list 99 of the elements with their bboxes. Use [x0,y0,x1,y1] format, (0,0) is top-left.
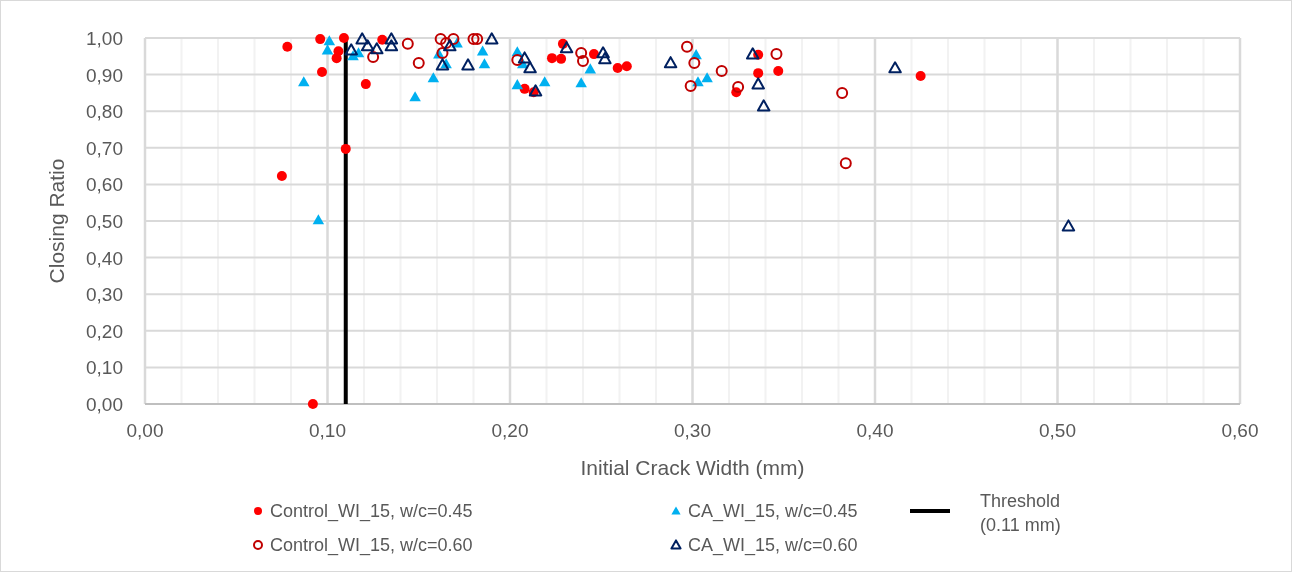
y-tick-label: 0,60 [86,174,123,196]
point [745,47,760,60]
point [528,84,543,97]
point [888,61,902,74]
point [751,77,765,90]
y-tick-label: 0,50 [86,211,123,232]
y-tick-label: 0,30 [86,284,123,306]
point [559,41,574,54]
point [663,56,678,69]
y-tick-label: 1,00 [86,28,123,49]
point [915,71,926,82]
point [298,76,310,87]
point [427,72,440,83]
point [338,33,349,43]
point [440,37,453,50]
point [1061,219,1076,232]
x-tick-label: 0,20 [491,420,529,441]
point [575,77,587,88]
x-tick-label: 0,40 [856,420,894,441]
point [523,61,537,74]
point [577,55,589,68]
point [384,39,399,52]
point [621,61,632,72]
point [370,42,384,55]
legend-label: Threshold (0.11 mm) [980,491,1061,535]
point [315,34,326,45]
point [409,91,421,102]
point [340,143,351,154]
point [331,53,342,64]
x-tick-label: 0,00 [126,420,164,441]
point [519,83,530,94]
point [276,170,287,181]
point [323,35,336,46]
point [344,43,358,56]
point [556,53,567,64]
point [355,32,369,45]
point [546,53,557,64]
point [575,47,588,60]
x-tick-label: 0,10 [309,420,346,441]
point [307,399,318,409]
point [360,39,375,52]
point [596,46,610,59]
point [684,79,697,92]
point [321,44,334,55]
point [770,48,783,61]
point [588,49,599,60]
point [584,63,597,74]
point [511,53,524,66]
y-tick-label: 0,70 [86,137,123,159]
point [688,56,701,69]
legend-label: CA_WI_15, w/c=0.60 [688,535,858,556]
point [447,33,460,46]
y-tick-label: 0,40 [86,247,123,269]
point [485,32,499,45]
point [511,79,524,90]
point [701,72,713,83]
point [434,33,447,46]
point [317,67,328,78]
point [360,79,371,90]
point [467,33,480,46]
x-tick-label: 0,60 [1221,420,1259,441]
point [377,34,388,45]
point [312,214,325,225]
legend-label: Control_WI_15, w/c=0.45 [270,501,473,522]
point [401,37,414,50]
point [773,65,784,76]
point [435,58,450,71]
point [412,56,425,69]
x-axis-title: Initial Crack Width (mm) [580,456,805,479]
legend-label: CA_WI_15, w/c=0.45 [688,501,858,522]
point [715,64,728,77]
point [681,40,694,53]
point [732,81,745,94]
point [443,39,457,52]
point [756,99,771,112]
y-tick-label: 0,10 [86,357,123,379]
point [282,41,293,52]
point [839,157,852,170]
x-tick-label: 0,30 [674,420,711,441]
point [461,58,475,71]
y-axis-title: Closing Ratio [45,158,68,284]
point [478,58,491,69]
legend-label: Control_WI_15, w/c=0.60 [270,535,473,556]
y-tick-label: 0,90 [86,64,123,86]
y-tick-label: 0,20 [86,320,123,342]
point [471,33,484,46]
point [598,52,612,65]
point [384,32,399,45]
point [753,68,764,79]
y-tick-label: 0,80 [86,101,123,123]
point [367,51,380,64]
y-tick-label: 0,00 [86,394,123,415]
x-tick-label: 0,50 [1039,420,1076,441]
point [612,63,623,74]
point [538,76,551,87]
point [476,45,489,56]
point [517,51,532,64]
point [436,47,449,60]
point [836,86,849,99]
